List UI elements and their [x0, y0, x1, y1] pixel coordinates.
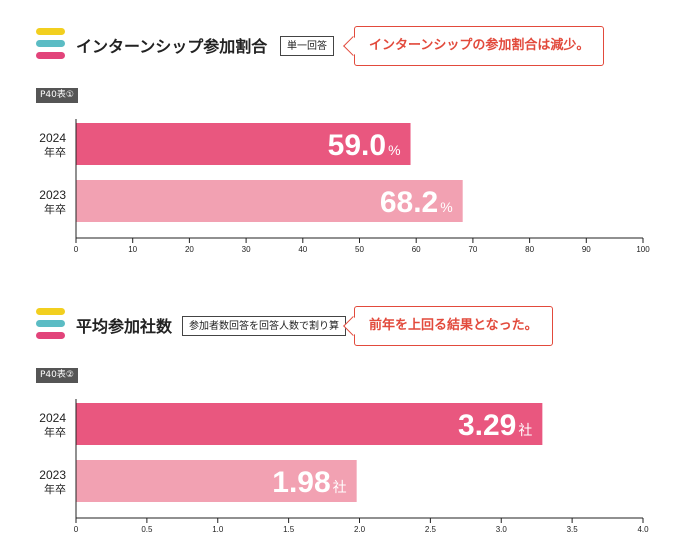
bar-value-label: 3.29 社 — [458, 409, 532, 442]
table-reference-badge: P40表② — [36, 368, 78, 383]
x-tick-label: 0.5 — [141, 525, 153, 534]
yellow-stripe — [36, 308, 65, 315]
teal-stripe — [36, 40, 65, 47]
x-tick-label: 4.0 — [637, 525, 649, 534]
x-tick-label: 0 — [74, 245, 79, 254]
x-tick-label: 3.0 — [496, 525, 508, 534]
x-tick-label: 3.5 — [567, 525, 579, 534]
category-year-label: 2023 — [39, 468, 66, 482]
bar-2024 — [76, 123, 411, 165]
x-tick-label: 70 — [468, 245, 477, 254]
pink-stripe — [36, 52, 65, 59]
teal-stripe — [36, 320, 65, 327]
x-tick-label: 30 — [242, 245, 251, 254]
x-tick-label: 1.0 — [212, 525, 224, 534]
x-tick-label: 10 — [128, 245, 137, 254]
average-companies-section: 平均参加社数 参加者数回答を回答人数で割り算 前年を上回る結果となった。 P40… — [0, 280, 692, 548]
x-tick-label: 1.5 — [283, 525, 295, 534]
x-tick-label: 20 — [185, 245, 194, 254]
x-tick-label: 100 — [636, 245, 650, 254]
bar-value-label: 1.98 社 — [272, 466, 346, 499]
yellow-stripe — [36, 28, 65, 35]
category-suffix-label: 年卒 — [44, 145, 66, 159]
bar-2023 — [76, 180, 463, 222]
bar-value-label: 59.0% — [328, 129, 401, 162]
bar-value-label: 68.2% — [380, 186, 453, 219]
section-heading: インターンシップ参加割合 — [76, 37, 268, 56]
category-suffix-label: 年卒 — [44, 202, 66, 216]
answer-type-tag: 単一回答 — [280, 36, 334, 56]
section-heading: 平均参加社数 — [76, 317, 173, 336]
participation-rate-section: インターンシップ参加割合 単一回答 インターンシップの参加割合は減少。 P40表… — [0, 0, 692, 270]
category-suffix-label: 年卒 — [44, 482, 66, 496]
x-tick-label: 2.0 — [354, 525, 366, 534]
x-tick-label: 60 — [412, 245, 421, 254]
pink-stripe — [36, 332, 65, 339]
x-tick-label: 40 — [298, 245, 307, 254]
x-tick-label: 0 — [74, 525, 79, 534]
category-year-label: 2024 — [39, 131, 66, 145]
category-year-label: 2023 — [39, 188, 66, 202]
x-tick-label: 2.5 — [425, 525, 437, 534]
table-reference-badge: P40表① — [36, 88, 78, 103]
x-tick-label: 50 — [355, 245, 364, 254]
category-year-label: 2024 — [39, 411, 66, 425]
summary-callout: インターンシップの参加割合は減少。 — [354, 26, 605, 66]
x-tick-label: 90 — [582, 245, 591, 254]
category-suffix-label: 年卒 — [44, 425, 66, 439]
summary-callout: 前年を上回る結果となった。 — [354, 306, 553, 346]
x-tick-label: 80 — [525, 245, 534, 254]
section-marker-icon — [36, 308, 65, 344]
section-marker-icon — [36, 28, 65, 64]
bar-2023 — [76, 460, 357, 502]
bar-2024 — [76, 403, 543, 445]
